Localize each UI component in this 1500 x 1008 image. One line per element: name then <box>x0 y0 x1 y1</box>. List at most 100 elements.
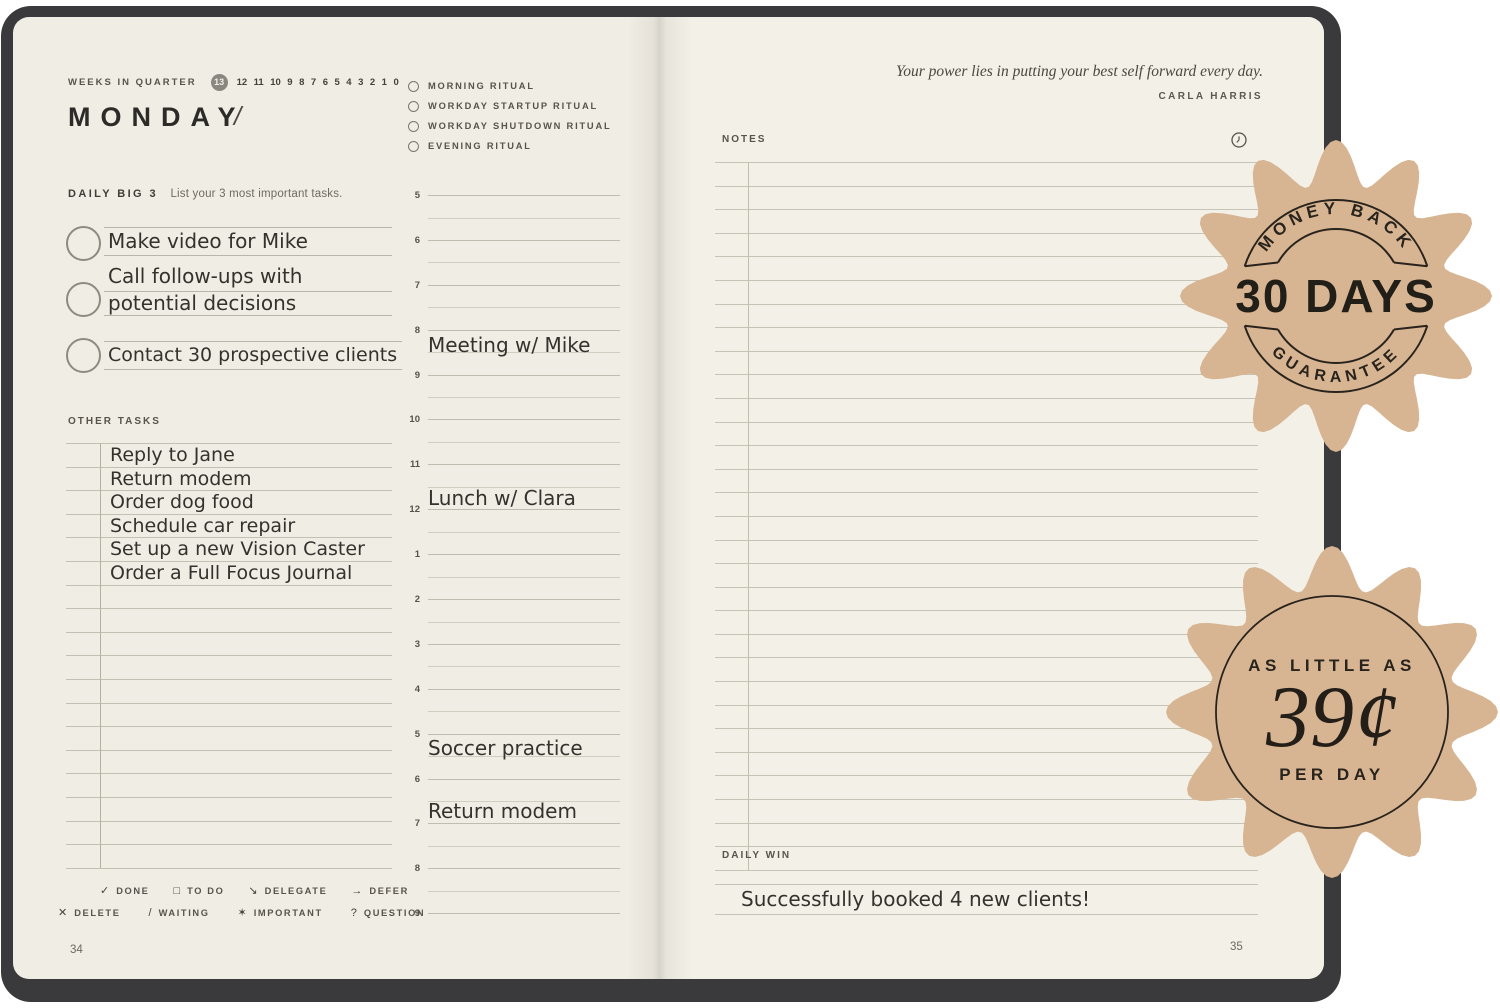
schedule-slot: 3 <box>404 639 620 690</box>
seal-arc <box>1277 228 1395 264</box>
big3-task-1: Make video for Mike <box>104 227 392 256</box>
week-number: 0 <box>393 77 399 88</box>
legend-item: □ TO DO <box>173 885 225 897</box>
schedule-slot: 10 <box>404 414 620 465</box>
schedule-slot: 6 <box>404 774 620 825</box>
week-number: 3 <box>358 77 364 88</box>
badge-top-text: AS LITTLE AS <box>1248 656 1416 675</box>
task-text: Contact 30 prospective clients <box>108 344 398 366</box>
schedule-slot: 2 <box>404 594 620 645</box>
hourly-schedule: 5 6 7 8 9 10 11 12 1 2 3 4 5 6 7 8 9 <box>404 190 620 919</box>
seal-arc <box>1277 328 1395 364</box>
circle-checkbox-icon <box>408 120 419 132</box>
week-number: 12 <box>236 77 248 88</box>
circle-checkbox-icon <box>408 81 419 93</box>
schedule-slot: 1 <box>404 549 620 600</box>
starburst-shape <box>1166 546 1498 878</box>
week-number: 4 <box>346 77 352 88</box>
daily-big3-label: DAILY BIG 3 <box>68 188 158 200</box>
rituals-checklist: MORNING RITUAL WORKDAY STARTUP RITUAL WO… <box>408 77 611 156</box>
seal-connector <box>1244 261 1428 268</box>
symbol-legend-row-2: ✕ DELETE / WAITING ✶ IMPORTANT ? QUESTION <box>58 908 425 919</box>
week-number: 8 <box>299 77 305 88</box>
x-icon: ✕ <box>58 907 68 919</box>
other-tasks-label: OTHER TASKS <box>68 416 161 427</box>
week-number: 6 <box>322 77 328 88</box>
list-item: Order dog food <box>66 490 392 514</box>
clock-icon <box>1231 132 1247 148</box>
week-number: 7 <box>310 77 317 88</box>
schedule-slot: 11 <box>404 459 620 510</box>
big3-task-2: Call follow-ups with potential decisions <box>104 261 392 316</box>
schedule-entry: Return modem <box>428 799 577 823</box>
schedule-slot: 8 <box>404 863 620 914</box>
notes-ruled-lines <box>715 162 1258 871</box>
schedule-entry: Lunch w/ Clara <box>428 486 576 510</box>
daily-win-entry: Successfully booked 4 new clients! <box>715 884 1258 915</box>
ritual-row: WORKDAY STARTUP RITUAL <box>408 97 611 117</box>
legend-item: ✕ DELETE <box>58 907 121 919</box>
legend-item: → DEFER <box>351 885 409 897</box>
week-number: 5 <box>334 77 340 88</box>
notebook-spine <box>628 17 692 979</box>
ritual-row: EVENING RITUAL <box>408 136 611 156</box>
task-text: potential decisions <box>108 291 297 315</box>
weeks-label: WEEKS IN QUARTER <box>68 76 197 88</box>
price-per-day-badge: AS LITTLE AS 39¢ PER DAY <box>1166 546 1498 878</box>
legend-item: ↘ DELEGATE <box>248 885 328 897</box>
schedule-slot: 4 <box>404 684 620 735</box>
task-checkbox-circle <box>66 226 101 261</box>
daily-quote: Your power lies in putting your best sel… <box>896 63 1263 80</box>
schedule-slot: 7 <box>404 818 620 869</box>
task-text: Make video for Mike <box>108 229 308 253</box>
legend-item: ✓ DONE <box>100 885 150 897</box>
list-item: Reply to Jane <box>66 443 392 467</box>
list-item: Return modem <box>66 466 392 491</box>
square-icon: □ <box>173 885 181 897</box>
date-slash: / <box>234 101 242 131</box>
quote-author: CARLA HARRIS <box>1158 91 1263 102</box>
list-item: Order a Full Focus Journal <box>66 560 392 585</box>
schedule-entry: Soccer practice <box>428 736 583 760</box>
schedule-slot: 5 <box>404 190 620 241</box>
task-checkbox-circle <box>66 338 101 373</box>
current-week-badge: 13 <box>210 74 228 91</box>
badge-bottom-text: PER DAY <box>1279 765 1385 784</box>
schedule-entry: Meeting w/ Mike <box>428 333 591 357</box>
ritual-row: MORNING RITUAL <box>408 77 611 97</box>
notes-label: NOTES <box>722 134 767 145</box>
daily-win-label: DAILY WIN <box>722 850 792 861</box>
inner-circle-outline <box>1215 595 1449 829</box>
seal-arc <box>1243 325 1429 394</box>
legend-item: ? QUESTION <box>350 907 426 919</box>
symbol-legend-row-1: ✓ DONE □ TO DO ↘ DELEGATE → DEFER <box>100 886 409 897</box>
arrow-down-right-icon: ↘ <box>248 885 258 897</box>
legend-item: ✶ IMPORTANT <box>237 907 323 919</box>
day-title: MONDAY <box>68 102 246 132</box>
list-item: Schedule car repair <box>66 513 392 538</box>
starburst-shape <box>1180 140 1492 452</box>
big3-task-3: Contact 30 prospective clients <box>104 341 402 370</box>
right-page <box>660 17 1324 979</box>
daily-big3-header: DAILY BIG 3 List your 3 most important t… <box>68 184 343 202</box>
arrow-right-icon: → <box>351 885 363 897</box>
task-text: Call follow-ups with <box>108 264 303 288</box>
week-number: 10 <box>270 77 281 88</box>
page-number-left: 34 <box>70 944 83 956</box>
weeks-in-quarter-row: WEEKS IN QUARTER 13 12 11 10 9 8 7 6 5 4… <box>68 74 399 91</box>
slash-icon: / <box>148 907 152 919</box>
check-icon: ✓ <box>100 885 110 897</box>
circle-checkbox-icon <box>408 101 419 113</box>
week-number: 2 <box>369 77 376 88</box>
list-item: Set up a new Vision Caster <box>66 537 392 561</box>
badge-middle-text: 30 DAYS <box>1235 270 1437 322</box>
daily-big3-sublabel: List your 3 most important tasks. <box>170 188 343 200</box>
question-icon: ? <box>350 907 357 919</box>
page-number-right: 35 <box>1230 941 1243 953</box>
schedule-slot: 12 <box>404 504 620 555</box>
circle-checkbox-icon <box>408 140 419 152</box>
legend-item: / WAITING <box>148 907 210 919</box>
seal-arc <box>1243 198 1429 267</box>
